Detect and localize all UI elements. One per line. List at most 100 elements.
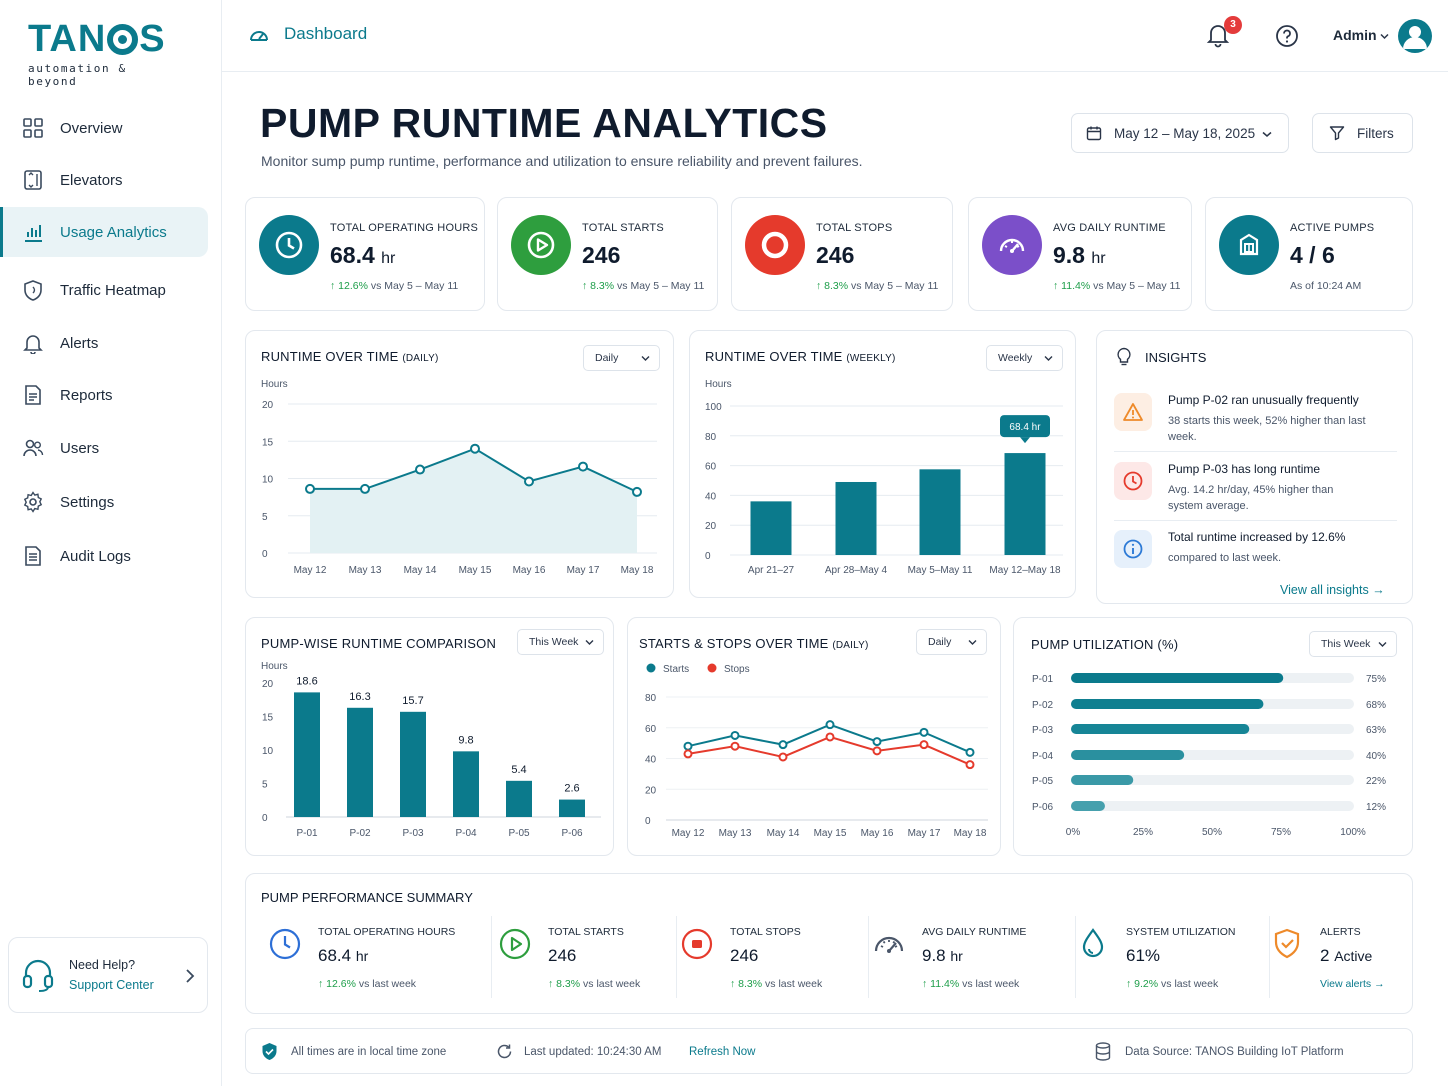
breadcrumb[interactable]: Dashboard [248, 24, 367, 44]
view-alerts-link[interactable]: View alerts → [1320, 978, 1385, 990]
y-axis-label: Hours [705, 379, 732, 390]
trend-up-icon: ↑ [330, 280, 336, 292]
legend-marker [646, 663, 656, 673]
summary-alerts: ALERTS 2 Active View alerts → [1270, 924, 1400, 1014]
kpi-change: ↑ 12.6% vs May 5 – May 11 [330, 280, 459, 292]
sidebar-item-audit-logs[interactable]: Audit Logs [0, 531, 208, 581]
x-tick-label: 100% [1340, 827, 1366, 838]
support-center-link[interactable]: Support Center [69, 978, 154, 992]
x-tick-label: May 12–May 18 [989, 565, 1061, 576]
sidebar-item-overview[interactable]: Overview [0, 103, 208, 153]
sidebar-item-reports[interactable]: Reports [0, 370, 208, 420]
kpi-icon [982, 215, 1042, 275]
view-all-insights-link[interactable]: View all insights → [1280, 583, 1385, 597]
support-card[interactable]: Need Help? Support Center [8, 937, 208, 1013]
bar [559, 799, 585, 817]
sidebar-item-users[interactable]: Users [0, 423, 208, 473]
area-fill [310, 448, 637, 553]
data-point [470, 443, 480, 454]
kpi-change: ↑ 11.4% vs May 5 – May 11 [1053, 280, 1181, 292]
sidebar-item-traffic-heatmap[interactable]: Traffic Heatmap [0, 265, 208, 315]
x-tick-label: P-03 [402, 828, 424, 839]
kpi-card-total-stops: TOTAL STOPS 246 ↑ 8.3% vs May 5 – May 11 [731, 197, 953, 311]
refresh-now-link[interactable]: Refresh Now [689, 1046, 756, 1058]
data-point [730, 741, 740, 751]
sidebar-item-settings[interactable]: Settings [0, 477, 208, 527]
insight-item[interactable]: Total runtime increased by 12.6% compared… [1114, 530, 1399, 590]
x-tick-label: 25% [1133, 827, 1153, 838]
bar-value-label: 5.4 [511, 764, 526, 776]
y-tick-label: 100 [705, 402, 722, 413]
x-tick-label: May 17 [567, 565, 600, 576]
bar [347, 707, 373, 817]
notification-bell-icon[interactable] [1206, 22, 1230, 48]
pump-period-dropdown[interactable]: This Week [517, 629, 604, 655]
divider [1114, 451, 1397, 452]
logo-text: TAN [28, 18, 107, 60]
data-point [872, 737, 882, 747]
daily-period-dropdown[interactable]: Daily [583, 345, 660, 371]
kpi-label: TOTAL STARTS [582, 222, 664, 234]
y-tick-label: P-05 [1032, 776, 1054, 787]
y-tick-label: P-01 [1032, 674, 1054, 685]
legend-marker [707, 663, 717, 673]
y-tick-label: P-06 [1032, 802, 1054, 813]
pump-runtime-card: PUMP-WISE RUNTIME COMPARISON This Week H… [245, 617, 614, 856]
help-icon[interactable] [1275, 24, 1299, 48]
callout-label: 68.4 hr [1009, 422, 1041, 433]
logo-tagline: automation & beyond [28, 62, 127, 88]
starts-period-dropdown[interactable]: Daily [916, 629, 987, 655]
logo[interactable]: TAN S automation & beyond [28, 20, 178, 88]
data-point [778, 740, 788, 750]
bar-value-label: 9.8 [458, 734, 473, 746]
refresh-icon [497, 1044, 512, 1059]
y-tick-label: 15 [262, 437, 274, 448]
user-name: Admin [1333, 27, 1377, 43]
summary-system-utilization: SYSTEM UTILIZATION 61% ↑ 9.2% vs last wee… [1076, 916, 1270, 1014]
trend-up-icon: ↑ [816, 280, 822, 292]
timezone-note: All times are in local time zone [291, 1046, 447, 1058]
chevron-down-icon [641, 356, 650, 361]
filters-label: Filters [1357, 125, 1394, 141]
kpi-value: 9.8 hr [1053, 242, 1106, 268]
insight-item[interactable]: Pump P-03 has long runtime Avg. 14.2 hr/d… [1114, 462, 1399, 522]
clock-icon [269, 928, 301, 960]
x-tick-label: Apr 28–May 4 [825, 565, 888, 576]
shield-check-icon [262, 1043, 277, 1060]
x-tick-label: May 14 [767, 828, 800, 839]
data-point [415, 464, 425, 475]
data-point [965, 747, 975, 757]
legend-label: Starts [663, 664, 689, 675]
date-range-picker[interactable]: May 12 – May 18, 2025 [1071, 113, 1289, 153]
sidebar-item-alerts[interactable]: Alerts [0, 318, 208, 368]
filters-button[interactable]: Filters [1312, 113, 1413, 153]
headset-icon [22, 959, 54, 992]
user-menu[interactable]: Admin [1333, 27, 1389, 43]
sidebar-item-elevators[interactable]: Elevators [0, 155, 208, 205]
kpi-label: AVG DAILY RUNTIME [1053, 222, 1166, 234]
page-subtitle: Monitor sump pump runtime, performance a… [261, 153, 863, 169]
daily-runtime-card: RUNTIME OVER TIME (DAILY) Daily Hours 0 5 1… [245, 330, 674, 598]
kpi-card-avg-daily-runtime: AVG DAILY RUNTIME 9.8 hr ↑ 11.4% vs May 5 … [968, 197, 1192, 311]
insight-item[interactable]: Pump P-02 ran unusually frequently 38 sta… [1114, 393, 1399, 453]
insight-title: Pump P-02 ran unusually frequently [1168, 393, 1359, 407]
y-axis-label: Hours [261, 661, 288, 672]
y-tick-label: 80 [705, 432, 717, 443]
summary-avg-daily-runtime: AVG DAILY RUNTIME 9.8 hr ↑ 11.4% vs last w… [872, 916, 1076, 1014]
sidebar-item-label: Audit Logs [60, 547, 131, 565]
summary-value: 246 [730, 946, 759, 965]
x-tick-label: May 12 [672, 828, 705, 839]
kpi-value: 246 [816, 242, 855, 268]
sidebar-item-label: Reports [60, 386, 113, 404]
y-tick-label: 40 [705, 491, 717, 502]
chevron-down-icon [1262, 131, 1272, 137]
trend-up-icon: ↑ [922, 978, 928, 990]
utilization-period-dropdown[interactable]: This Week [1309, 631, 1397, 657]
x-tick-label: May 13 [349, 565, 382, 576]
kpi-change: ↑ 8.3% vs May 5 – May 11 [582, 280, 705, 292]
bar-track [1071, 775, 1354, 785]
avatar[interactable] [1398, 19, 1432, 53]
weekly-period-dropdown[interactable]: Weekly [986, 345, 1063, 371]
footer-bar: All times are in local time zone Last up… [245, 1028, 1413, 1074]
sidebar-item-usage-analytics[interactable]: Usage Analytics [0, 207, 208, 257]
